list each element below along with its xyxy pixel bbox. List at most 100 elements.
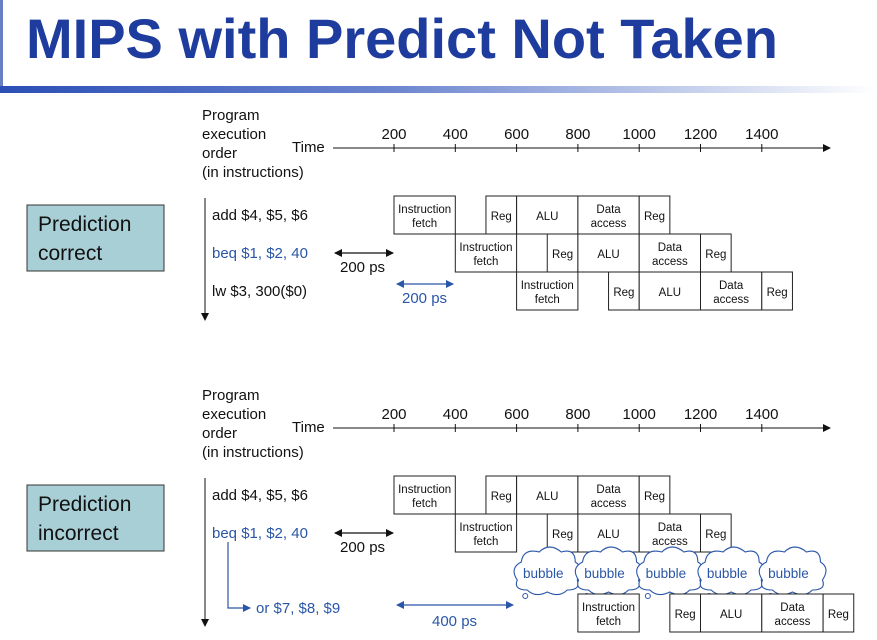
top-pipe-lw-mem-frame	[700, 271, 763, 311]
bottom-pipe-or-mem-frame	[761, 593, 824, 633]
stage-label: Reg	[613, 287, 634, 299]
instruction-lw: lw $3, 300($0)	[212, 283, 307, 300]
bubble-cloud: bubble	[636, 546, 704, 599]
stage-label: Reg	[705, 529, 726, 541]
top-pipe-lw-reg-read-frame	[608, 271, 640, 311]
bottom-pipe-beq-if-frame	[454, 513, 518, 553]
bottom-pipe-beq-mem-frame	[638, 513, 702, 553]
bottom-pipe-or-if: Instruction fetch	[577, 593, 640, 633]
prediction-box-top: Prediction correct	[26, 204, 165, 272]
order-label-line: execution	[202, 126, 266, 143]
stage-label: Reg	[552, 529, 573, 541]
instruction-beq: beq $1, $2, 40	[212, 245, 308, 262]
bubble-cloud: bubble	[758, 546, 827, 599]
time-tick-label: 600	[504, 406, 529, 423]
top-pipe-lw-reg-write-frame	[761, 271, 793, 311]
branch-arrow	[227, 542, 251, 612]
prediction-label: correct	[38, 242, 102, 265]
bottom-pipe-add-mem-frame	[577, 475, 640, 515]
delay-label-2: 200 ps	[402, 290, 447, 307]
top-pipe-lw-mem: Data access	[700, 271, 763, 311]
bubble-label: bubble	[523, 566, 564, 581]
top-pipe-add-if: Instruction fetch	[393, 195, 456, 235]
time-tick-label: 1000	[623, 406, 656, 423]
time-label: Time	[292, 139, 325, 156]
stage-label: Instruction	[582, 602, 635, 614]
time-tick-label: 200	[381, 126, 406, 143]
stage-label: Reg	[491, 211, 512, 223]
top-pipe-beq-reg-read-frame	[546, 233, 579, 273]
bottom-pipe-beq-reg-write: Reg	[700, 513, 732, 553]
time-tick-label: 400	[443, 126, 468, 143]
bottom-pipe-or-mem: Data access	[761, 593, 824, 633]
instruction-beq: beq $1, $2, 40	[212, 525, 308, 542]
top-pipe-add-reg-write: Reg	[638, 195, 671, 235]
stage-label: ALU	[720, 609, 742, 621]
stage-label: Data	[719, 280, 744, 292]
order-label-line: Program	[202, 387, 260, 404]
bottom-pipe-or-alu-frame	[700, 593, 763, 633]
stage-label: access	[652, 256, 688, 268]
bottom-pipe-or-if-frame	[577, 593, 640, 633]
stage-label: fetch	[473, 536, 498, 548]
top-pipe-lw-alu-frame	[638, 271, 702, 311]
stage-label: ALU	[659, 287, 681, 299]
time-tick-label: 800	[565, 406, 590, 423]
order-label-line: order	[202, 145, 237, 162]
bottom-pipe-beq-if: Instruction fetch	[454, 513, 518, 553]
stage-label: access	[652, 536, 688, 548]
delay-label-1: 200 ps	[340, 259, 385, 276]
stage-label: access	[775, 616, 811, 628]
top-pipe-beq-reg-write: Reg	[700, 233, 732, 273]
stage-label: Instruction	[459, 522, 512, 534]
bottom-pipe-add-if: Instruction fetch	[393, 475, 456, 515]
prediction-label: Prediction	[38, 493, 131, 516]
stage-label: Reg	[767, 287, 788, 299]
time-tick-label: 1200	[684, 406, 717, 423]
bottom-pipe-or-alu: ALU	[700, 593, 763, 633]
stage-label: Data	[780, 602, 805, 614]
bubble-cloud: bubble	[697, 546, 766, 599]
stage-label: Reg	[644, 491, 665, 503]
top-pipe-beq-reg-read: Reg	[546, 233, 579, 273]
bubble-cloud: bubble	[574, 546, 643, 599]
prediction-box-bottom: Prediction incorrect	[26, 484, 165, 552]
instruction-add: add $4, $5, $6	[212, 487, 308, 504]
top-pipe-add-mem: Data access	[577, 195, 640, 235]
bottom-pipe-beq-alu-frame	[577, 513, 640, 553]
bottom-pipe-add-reg-write-frame	[638, 475, 671, 515]
bottom-pipe-add-mem: Data access	[577, 475, 640, 515]
time-label: Time	[292, 419, 325, 436]
bottom-pipe-add-reg-write: Reg	[638, 475, 671, 515]
stage-label: Reg	[705, 249, 726, 261]
stage-label: Instruction	[459, 242, 512, 254]
stage-label: ALU	[536, 491, 558, 503]
time-tick-label: 200	[381, 406, 406, 423]
instruction-add: add $4, $5, $6	[212, 207, 308, 224]
stage-label: ALU	[597, 249, 619, 261]
prediction-label: Prediction	[38, 213, 131, 236]
top-pipe-add-alu-frame	[516, 195, 579, 235]
stage-label: fetch	[535, 294, 560, 306]
stage-label: access	[713, 294, 749, 306]
order-label-line: Program	[202, 107, 260, 124]
stage-label: Instruction	[398, 484, 451, 496]
stage-label: fetch	[412, 218, 437, 230]
title-underline	[0, 86, 877, 93]
stage-label: access	[591, 498, 627, 510]
prediction-box-frame	[26, 484, 165, 552]
stage-label: fetch	[596, 616, 621, 628]
order-label-line: order	[202, 425, 237, 442]
bubble-dot	[644, 593, 651, 599]
stage-label: Data	[596, 204, 621, 216]
delay-label-2: 400 ps	[432, 613, 477, 630]
time-tick-label: 1000	[623, 126, 656, 143]
instruction-or: or $7, $8, $9	[256, 600, 340, 617]
top-pipe-beq-mem: Data access	[638, 233, 702, 273]
slide-title: MIPS with Predict Not Taken	[26, 7, 778, 70]
bottom-pipe-add-reg-read: Reg	[485, 475, 518, 515]
bubble-label: bubble	[707, 566, 748, 581]
title-left-rule	[0, 0, 3, 92]
stage-label: Reg	[675, 609, 696, 621]
stage-label: access	[591, 218, 627, 230]
